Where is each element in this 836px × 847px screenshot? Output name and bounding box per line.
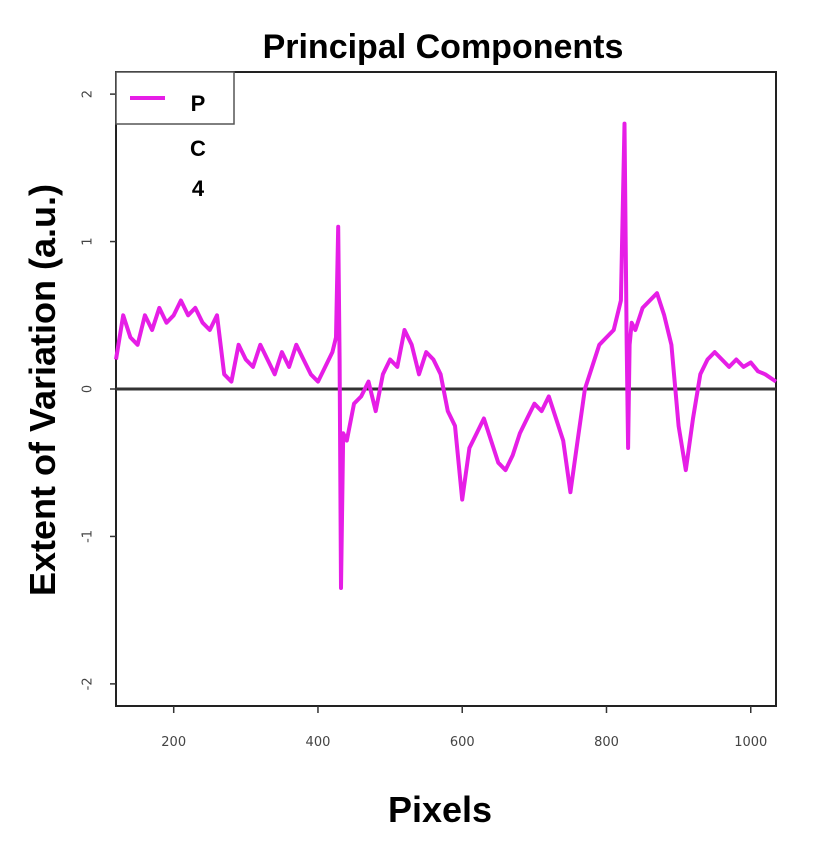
y-tick-label: 2 <box>81 90 96 98</box>
x-axis-label: Pixels <box>388 789 492 830</box>
series-group <box>114 121 778 590</box>
y-tick-label: 0 <box>81 385 96 393</box>
x-tick-label: 400 <box>306 735 331 750</box>
x-tick-label: 1000 <box>734 735 767 750</box>
x-tick-label: 800 <box>594 735 619 750</box>
y-tick-group: -2 -1 0 1 2 <box>81 90 116 690</box>
chart-title: Principal Components <box>263 28 624 66</box>
legend-entry-p: P <box>191 91 206 116</box>
y-tick-label: -1 <box>81 530 96 543</box>
x-tick-label: 200 <box>161 735 186 750</box>
y-tick-label: 1 <box>81 237 96 245</box>
legend-entry-4: 4 <box>192 176 205 201</box>
legend-entry-c: C <box>190 136 206 161</box>
y-tick-label: -2 <box>81 677 96 690</box>
x-tick-label: 600 <box>450 735 475 750</box>
legend: P C 4 <box>115 71 235 201</box>
series-line-pc4 <box>114 121 778 590</box>
y-axis-label: Extent of Variation (a.u.) <box>22 184 63 596</box>
x-tick-group: 200 400 600 800 1000 <box>161 706 767 750</box>
